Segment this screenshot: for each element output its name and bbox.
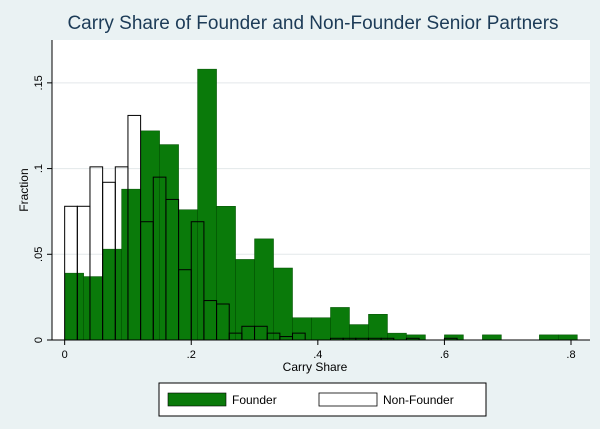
founder-bar-25 [539, 334, 559, 341]
founder-bar-5 [159, 144, 179, 341]
x-tick-label-3: .6 [440, 349, 449, 361]
founder-bar-16 [368, 314, 388, 341]
legend-swatch-non-founder [318, 392, 378, 407]
founder-bar-10 [254, 238, 274, 341]
founder-bar-22 [482, 334, 502, 341]
y-tick-label-1: .05 [33, 247, 45, 262]
founder-bar-17 [387, 332, 407, 341]
founder-bar-6 [178, 209, 198, 341]
founder-bar-0 [64, 272, 84, 341]
legend-swatch-founder [167, 392, 227, 407]
founder-bar-9 [235, 259, 255, 341]
y-tick-label-2: .1 [33, 164, 45, 173]
founder-bar-18 [406, 334, 426, 341]
x-tick-label-4: .8 [566, 349, 575, 361]
founder-bar-8 [216, 206, 236, 341]
founder-bar-1 [83, 276, 103, 341]
founder-bar-3 [121, 188, 141, 341]
founder-bar-20 [444, 334, 464, 341]
founder-bar-26 [558, 334, 578, 341]
x-axis-title: Carry Share [283, 360, 348, 374]
legend-label-founder: Founder [232, 393, 277, 407]
founder-bar-4 [140, 130, 160, 341]
chart-title: Carry Share of Founder and Non-Founder S… [67, 13, 558, 34]
y-tick-label-0: 0 [33, 337, 45, 343]
legend: Founder Non-Founder [158, 382, 487, 417]
founder-bar-2 [102, 248, 122, 341]
x-tick-label-2: .4 [313, 349, 322, 361]
legend-label-non-founder: Non-Founder [383, 393, 454, 407]
y-tick-label-3: .15 [33, 75, 45, 90]
founder-bar-15 [349, 324, 369, 341]
founder-bar-7 [197, 68, 217, 341]
founder-bar-12 [292, 317, 312, 341]
axes: 0 .2 .4 .6 .8 0 .05 .1 .15 [33, 40, 590, 361]
y-axis-title: Fraction [17, 168, 31, 211]
x-tick-label-0: 0 [62, 349, 68, 361]
x-tick-label-1: .2 [187, 349, 196, 361]
founder-bar-11 [273, 267, 293, 341]
founder-bar-13 [311, 317, 331, 341]
founder-bar-14 [330, 307, 350, 341]
